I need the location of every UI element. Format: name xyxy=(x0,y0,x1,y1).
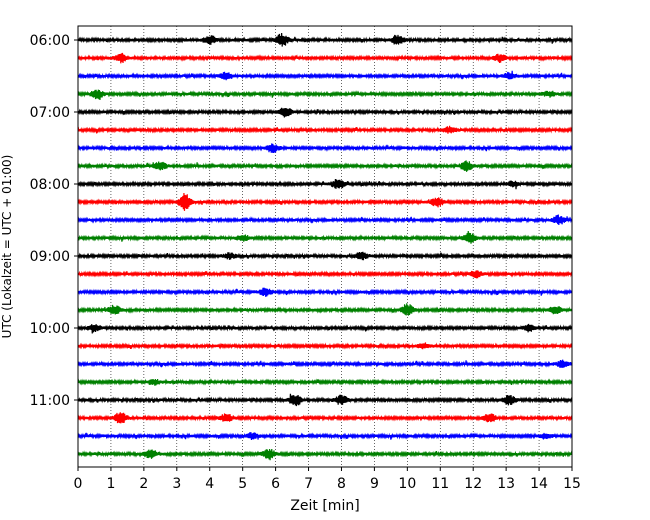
x-axis-label: Zeit [min] xyxy=(290,498,359,514)
trace-1100 xyxy=(77,393,573,407)
seismogram-traces xyxy=(77,32,573,461)
x-tick-label: 3 xyxy=(172,476,181,492)
trace-1115 xyxy=(77,412,573,424)
x-tick-label: 15 xyxy=(563,476,581,492)
y-tick-label: 06:00 xyxy=(30,33,70,49)
trace-0730 xyxy=(77,143,573,153)
trace-0945 xyxy=(77,303,573,316)
x-tick-label: 10 xyxy=(398,476,416,492)
trace-0930 xyxy=(77,287,573,297)
trace-0800 xyxy=(77,179,573,190)
x-tick-label: 8 xyxy=(337,476,346,492)
trace-1045 xyxy=(77,378,573,386)
trace-0900 xyxy=(77,251,573,261)
y-tick-label: 07:00 xyxy=(30,105,70,121)
trace-0915 xyxy=(77,270,573,279)
x-tick-label: 12 xyxy=(464,476,482,492)
y-tick-label: 09:00 xyxy=(30,249,70,265)
x-tick-label: 4 xyxy=(205,476,214,492)
y-tick-label: 11:00 xyxy=(30,393,70,409)
trace-1015 xyxy=(77,342,573,350)
x-tick-label: 2 xyxy=(139,476,148,492)
trace-0845 xyxy=(77,231,573,244)
trace-1000 xyxy=(77,323,573,334)
x-tick-label: 0 xyxy=(74,476,83,492)
trace-0830 xyxy=(77,214,573,226)
trace-0815 xyxy=(77,192,573,211)
trace-0745 xyxy=(77,160,573,172)
trace-1145 xyxy=(77,448,573,461)
x-tick-label: 1 xyxy=(106,476,115,492)
x-axis-ticks: 0 1 2 3 4 5 6 7 8 9 10 11 12 13 14 15 xyxy=(74,467,581,492)
x-tick-label: 13 xyxy=(497,476,515,492)
y-axis-label: UTC (Lokalzeit = UTC + 01:00) xyxy=(0,155,14,339)
x-tick-label: 5 xyxy=(238,476,247,492)
y-axis-ticks: 06:00 07:00 08:00 09:00 10:00 11:00 xyxy=(30,33,78,409)
y-tick-label: 10:00 xyxy=(30,321,70,337)
plot-frame xyxy=(77,25,573,468)
trace-1030 xyxy=(77,359,573,368)
trace-0715 xyxy=(77,125,573,134)
y-tick-label: 08:00 xyxy=(30,177,70,193)
x-tick-label: 14 xyxy=(530,476,548,492)
trace-0700 xyxy=(77,107,573,118)
x-tick-label: 7 xyxy=(304,476,313,492)
trace-0630 xyxy=(77,70,573,81)
x-tick-label: 9 xyxy=(370,476,379,492)
trace-0600 xyxy=(77,32,573,47)
trace-0645 xyxy=(77,89,573,101)
trace-1130 xyxy=(77,432,573,440)
x-tick-label: 11 xyxy=(431,476,449,492)
x-tick-label: 6 xyxy=(271,476,280,492)
trace-0615 xyxy=(77,52,573,64)
